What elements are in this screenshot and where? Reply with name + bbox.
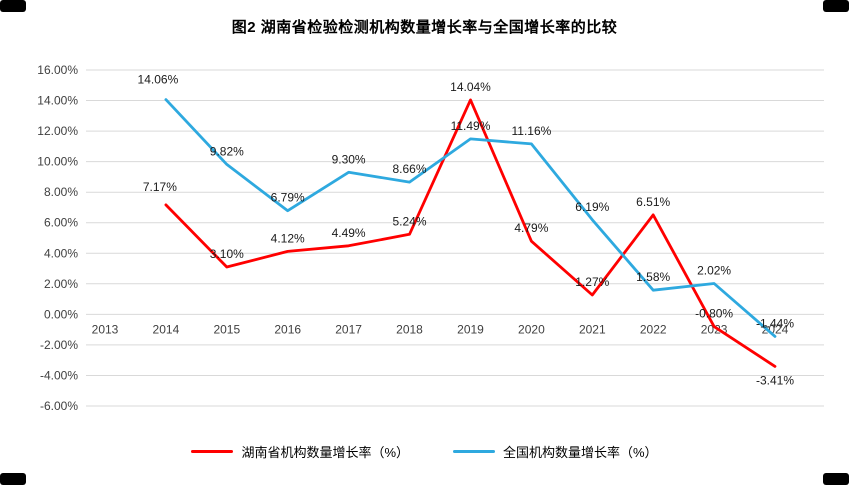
legend-line-swatch-red — [191, 450, 234, 453]
y-axis-tick-label: 10.00% — [37, 155, 78, 169]
data-label: 4.12% — [271, 231, 305, 245]
data-label: 14.06% — [138, 73, 179, 87]
legend-item-hunan: 湖南省机构数量增长率（%） — [191, 442, 409, 461]
data-label: -0.80% — [695, 307, 733, 321]
corner-mark — [0, 0, 26, 12]
y-axis-tick-label: 8.00% — [44, 185, 78, 199]
x-axis-tick-label: 2015 — [213, 322, 240, 336]
y-axis-tick-label: -4.00% — [40, 369, 78, 383]
y-axis-tick-label: 2.00% — [44, 277, 78, 291]
data-label: -1.44% — [756, 316, 794, 330]
x-axis-tick-label: 2018 — [396, 322, 423, 336]
data-label: 4.49% — [332, 226, 366, 240]
x-axis-tick-label: 2019 — [457, 322, 484, 336]
data-label: 14.04% — [450, 80, 491, 94]
chart-svg: 16.00% 14.00% 12.00% 10.00% 8.00% 6.00% 4.00% 2… — [37, 63, 824, 413]
y-axis-tick-label: -2.00% — [40, 338, 78, 352]
y-axis-tick-label: 16.00% — [37, 63, 78, 77]
data-label: 8.66% — [392, 162, 426, 176]
x-axis-tick-label: 2021 — [579, 322, 606, 336]
data-label: 6.51% — [636, 195, 670, 209]
x-axis-tick-label: 2020 — [518, 322, 545, 336]
y-axis-tick-label: 6.00% — [44, 216, 78, 230]
y-axis-tick-label: 4.00% — [44, 246, 78, 260]
data-label: 3.10% — [210, 247, 244, 261]
legend-label-national: 全国机构数量增长率（%） — [503, 445, 658, 460]
corner-mark — [0, 473, 26, 485]
legend-label-hunan: 湖南省机构数量增长率（%） — [241, 445, 409, 460]
data-label: 11.16% — [511, 124, 551, 138]
data-label: 2.02% — [697, 264, 731, 278]
x-axis-tick-label: 2024 — [762, 322, 789, 336]
data-label: 6.79% — [271, 191, 305, 205]
series-line-1[interactable] — [164, 98, 777, 338]
data-label: 9.30% — [332, 152, 366, 166]
y-axis-tick-label: 12.00% — [37, 124, 78, 138]
data-label: 6.19% — [575, 200, 609, 214]
corner-mark — [823, 0, 849, 12]
x-axis-tick-label: 2023 — [701, 322, 728, 336]
x-axis-tick-label: 2022 — [640, 322, 667, 336]
x-axis-tick-label: 2013 — [92, 322, 119, 336]
y-axis-tick-label: 0.00% — [44, 307, 78, 321]
chart-title: 图2 湖南省检验检测机构数量增长率与全国增长率的比较 — [231, 19, 618, 36]
series-line-0[interactable] — [164, 98, 777, 368]
data-label: 1.58% — [636, 270, 670, 284]
chart-legend: 湖南省机构数量增长率（%） 全国机构数量增长率（%） — [0, 442, 849, 461]
corner-mark — [823, 473, 849, 485]
data-label: 5.24% — [392, 214, 426, 228]
data-label: -3.41% — [756, 373, 794, 387]
data-label: 1.27% — [575, 275, 609, 289]
y-axis-tick-label: -6.00% — [40, 399, 78, 413]
y-axis-tick-label: 14.00% — [37, 94, 78, 108]
data-label: 4.79% — [514, 221, 548, 235]
data-label: 9.82% — [210, 144, 244, 158]
x-axis-tick-label: 2016 — [274, 322, 301, 336]
x-axis-tick-label: 2017 — [335, 322, 362, 336]
data-label: 11.49% — [451, 119, 491, 133]
legend-line-swatch-blue — [453, 450, 495, 453]
x-axis-tick-label: 2014 — [153, 322, 180, 336]
data-label: 7.17% — [143, 180, 177, 194]
legend-item-national: 全国机构数量增长率（%） — [453, 442, 658, 461]
